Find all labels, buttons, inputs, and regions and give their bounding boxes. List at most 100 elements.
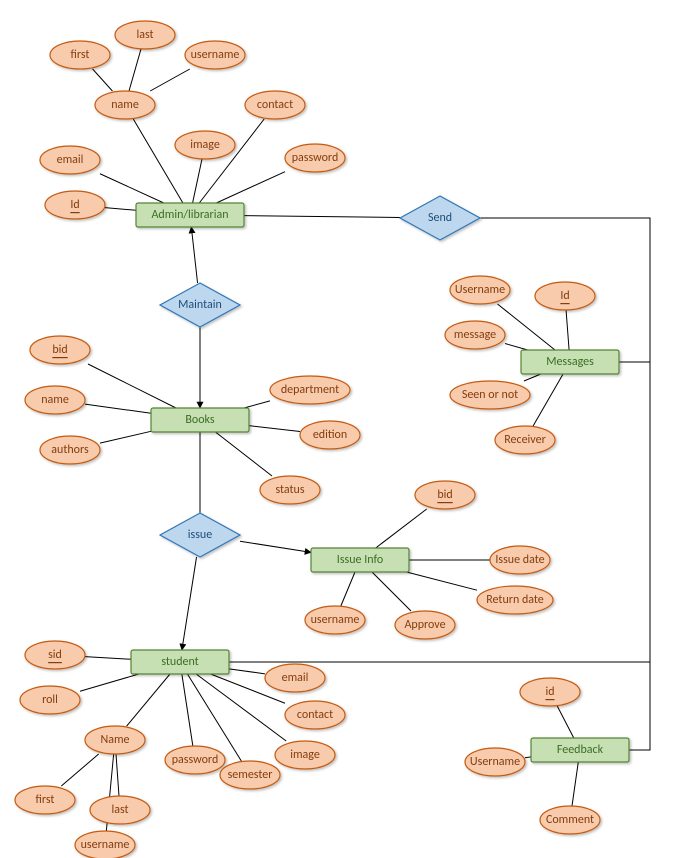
edge-i_bid-issueinfo [376, 509, 427, 548]
edge-admin-send [244, 216, 400, 218]
nodes-layer: Admin/librarian Books Issue Info student Mes… [15, 21, 629, 858]
attribute-s_user: username [75, 831, 135, 858]
edge-a_last-a_name [129, 49, 141, 91]
label-feedback: Feedback [557, 743, 604, 757]
label-b_authors: authors [51, 443, 89, 457]
edge-i_user-issueinfo [341, 572, 355, 606]
label-messages: Messages [546, 355, 594, 369]
label-m_user: Username [455, 283, 505, 297]
attribute-s_email: email [265, 664, 325, 692]
label-admin: Admin/librarian [151, 208, 228, 222]
attribute-s_sem: semester [220, 761, 280, 789]
relation-issue: issue [160, 513, 240, 557]
label-s_contact: contact [297, 708, 333, 722]
attribute-s_last: last [90, 796, 150, 824]
label-s_image: image [290, 748, 320, 762]
edge-s_sid-student [85, 657, 131, 660]
attribute-s_name: Name [85, 726, 145, 754]
edge-f_user-feedback [525, 757, 531, 758]
label-b_bid: bid [52, 343, 67, 357]
label-m_msg: message [454, 328, 496, 342]
edge-s_first-s_name [61, 754, 98, 786]
entity-feedback: Feedback [531, 738, 629, 762]
edge-i_ret-issueinfo [407, 572, 478, 590]
label-i_issue: Issue date [495, 553, 544, 567]
label-s_name: Name [100, 733, 129, 747]
edge-maintain-admin [191, 227, 197, 283]
edge-s_name-student [127, 674, 170, 726]
attribute-i_bid: bid [415, 481, 475, 509]
edge-f_comm-feedback [572, 762, 578, 806]
label-m_recv: Receiver [504, 433, 546, 447]
attribute-m_id: Id [535, 282, 595, 310]
label-f_user: Username [470, 755, 520, 769]
attribute-i_ret: Return date [477, 586, 553, 614]
label-a_user: username [191, 48, 240, 62]
attribute-f_id: id [520, 678, 580, 706]
label-send: Send [428, 211, 452, 225]
edge-b_bid-books [88, 364, 176, 408]
label-b_name: name [41, 393, 69, 407]
label-f_id: id [545, 685, 554, 699]
label-i_bid: bid [437, 488, 452, 502]
attribute-a_first: first [50, 41, 110, 69]
label-a_pass: password [292, 151, 339, 165]
entity-issueinfo: Issue Info [311, 548, 409, 572]
label-i_ret: Return date [486, 593, 544, 607]
edge-s_email-student [229, 669, 265, 674]
edge-a_pass-admin [216, 172, 285, 203]
label-issue: issue [188, 528, 212, 542]
edge-m_seen-messages [524, 374, 541, 381]
label-m_id: Id [560, 289, 569, 303]
attribute-a_user: username [185, 41, 245, 69]
attribute-b_authors: authors [40, 436, 100, 464]
edge-a_id-admin [105, 208, 136, 211]
label-a_contact: contact [257, 98, 293, 112]
attribute-s_sid: sid [25, 641, 85, 669]
entity-admin: Admin/librarian [136, 203, 244, 227]
label-s_sem: semester [228, 768, 273, 782]
attribute-a_image: image [175, 131, 235, 159]
edge-a_first-a_name [93, 69, 113, 91]
label-books: Books [185, 413, 215, 427]
attribute-i_issue: Issue date [490, 546, 550, 574]
attribute-b_status: status [260, 476, 320, 504]
attribute-a_contact: contact [245, 91, 305, 119]
edge-a_email-admin [100, 174, 164, 203]
label-b_ed: edition [313, 428, 347, 442]
attribute-f_comm: Comment [540, 806, 600, 834]
label-b_status: status [275, 483, 304, 497]
edge-a_user-a_name [150, 69, 190, 91]
label-m_seen: Seen or not [462, 388, 518, 402]
edge-a_name-admin [133, 119, 183, 203]
label-i_user: username [311, 613, 360, 627]
attribute-m_seen: Seen or not [450, 381, 530, 409]
edge-issue-student [182, 557, 197, 650]
attribute-b_name: name [25, 386, 85, 414]
attribute-s_contact: contact [285, 701, 345, 729]
attribute-a_name: name [95, 91, 155, 119]
attribute-s_first: first [15, 786, 75, 814]
edge-f_id-feedback [557, 706, 574, 738]
attribute-a_id: Id [45, 191, 105, 219]
edge-s_pass-student [182, 674, 193, 746]
edge-b_status-books [215, 432, 272, 476]
edge-b_dept-books [244, 401, 270, 408]
attribute-m_user: Username [450, 276, 510, 304]
relation-send: Send [400, 196, 480, 240]
label-s_sid: sid [48, 648, 62, 662]
attribute-b_bid: bid [30, 336, 90, 364]
label-b_dept: department [281, 383, 339, 397]
edge-m_id-messages [566, 310, 569, 350]
attribute-b_dept: department [270, 376, 350, 404]
label-issueinfo: Issue Info [337, 553, 383, 567]
attribute-s_roll: roll [20, 686, 80, 714]
entity-student: student [131, 650, 229, 674]
attribute-b_ed: edition [300, 421, 360, 449]
edge-m_msg-messages [505, 344, 528, 350]
label-a_last: last [136, 28, 153, 42]
attribute-a_pass: password [285, 144, 345, 172]
label-a_id: Id [70, 198, 79, 212]
edge-s_roll-student [80, 674, 139, 691]
label-f_comm: Comment [546, 813, 594, 827]
